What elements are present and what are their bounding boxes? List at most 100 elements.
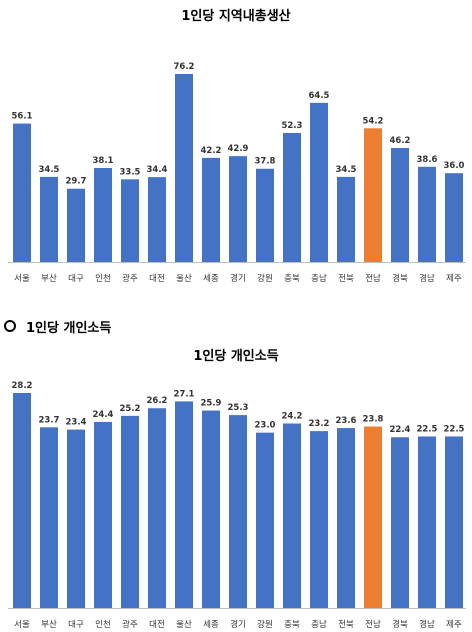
bar [445, 173, 463, 262]
data-label: 34.4 [147, 165, 168, 175]
data-label: 24.4 [93, 410, 114, 420]
data-label: 25.2 [120, 404, 141, 414]
bar [148, 177, 166, 262]
x-tick-label: 전북 [338, 619, 354, 630]
data-label: 23.6 [336, 416, 357, 426]
x-tick-label: 제주 [446, 274, 462, 284]
bar [148, 408, 166, 608]
x-tick-label: 부산 [41, 273, 57, 284]
x-tick-label: 충북 [284, 274, 300, 284]
x-tick-label: 충북 [284, 620, 300, 630]
x-tick-label: 세종 [203, 620, 219, 630]
bar [202, 157, 220, 262]
x-tick-label: 충남 [311, 620, 327, 630]
data-label: 38.6 [417, 155, 438, 165]
bar [283, 423, 301, 608]
data-label: 23.0 [255, 421, 276, 431]
bar [337, 428, 355, 608]
data-label: 22.4 [390, 425, 411, 435]
data-label: 34.5 [336, 165, 357, 175]
bar [67, 429, 85, 608]
data-label: 52.3 [282, 121, 303, 131]
x-tick-label: 경기 [230, 619, 246, 630]
x-tick-label: 서울 [14, 274, 30, 284]
bar [40, 427, 58, 608]
bar [202, 410, 220, 608]
bar [445, 436, 463, 608]
data-label: 23.7 [39, 415, 60, 425]
section-header: 1인당 개인소득 [4, 316, 111, 336]
x-tick-label: 강원 [257, 273, 273, 284]
data-label: 25.9 [201, 399, 222, 409]
x-tick-label: 전남 [365, 619, 381, 630]
x-tick-label: 경북 [392, 273, 408, 284]
bar [391, 437, 409, 608]
data-label: 27.1 [174, 389, 195, 399]
data-label: 56.1 [12, 112, 33, 122]
x-tick-label: 경북 [392, 619, 408, 630]
chart-title: 1인당 개인소득 [193, 348, 278, 364]
bar [283, 132, 301, 262]
x-tick-label: 광주 [122, 273, 138, 284]
bar [256, 432, 274, 608]
data-label: 46.2 [390, 136, 411, 146]
data-label: 29.7 [66, 177, 87, 187]
data-label: 42.9 [228, 144, 249, 154]
plot-area: 56.1 서울 34.5 부산 29.7 대구 38.1 인천 33.5 광주 34.4 대전 76.2… [8, 62, 466, 284]
x-tick-label: 세종 [203, 274, 219, 284]
data-label: 23.2 [309, 419, 330, 429]
data-label: 23.8 [363, 415, 384, 425]
data-label: 23.4 [66, 418, 87, 428]
x-tick-label: 인천 [95, 273, 111, 284]
x-tick-label: 대전 [149, 273, 165, 284]
x-tick-label: 울산 [176, 619, 192, 630]
bar [175, 401, 193, 608]
data-label: 24.2 [282, 411, 303, 421]
bar [310, 102, 328, 262]
x-tick-label: 경남 [419, 273, 435, 284]
bar [67, 188, 85, 262]
x-tick-label: 부산 [41, 619, 57, 630]
x-tick-label: 대전 [149, 619, 165, 630]
bar [121, 179, 139, 262]
x-tick-label: 충남 [311, 274, 327, 284]
data-label: 42.2 [201, 146, 222, 156]
x-tick-label: 경기 [230, 273, 246, 284]
bar [391, 148, 409, 262]
x-tick-label: 대구 [68, 274, 84, 284]
data-label: 54.2 [363, 116, 384, 126]
bar [13, 123, 31, 263]
bar [175, 74, 193, 262]
x-tick-label: 제주 [446, 620, 462, 630]
bar [94, 168, 112, 262]
bar [229, 415, 247, 608]
bar [310, 431, 328, 608]
x-tick-label: 서울 [14, 620, 30, 630]
data-label: 38.1 [93, 156, 114, 166]
data-label: 22.5 [417, 424, 438, 434]
section-title: 1인당 개인소득 [26, 320, 112, 336]
personal-income-per-capita-chart: 1인당 개인소득 28.2 서울 23.7 부산 23.4 대구 24.4 인천 25.2 광주 2… [8, 348, 466, 630]
x-tick-label: 강원 [257, 619, 273, 630]
bar [364, 426, 382, 608]
data-label: 28.2 [12, 381, 33, 391]
bar [94, 421, 112, 608]
data-label: 76.2 [174, 62, 195, 72]
x-tick-label: 전북 [338, 273, 354, 284]
bar [121, 415, 139, 608]
data-label: 37.8 [255, 157, 276, 167]
bar [418, 436, 436, 608]
x-tick-label: 전남 [365, 273, 381, 284]
bar [364, 128, 382, 262]
plot-area: 28.2 서울 23.7 부산 23.4 대구 24.4 인천 25.2 광주 26.2 대전 27.1… [8, 381, 466, 630]
x-tick-label: 광주 [122, 619, 138, 630]
hollow-circle-bullet-icon [4, 320, 16, 332]
data-label: 64.5 [309, 91, 330, 101]
grdp-per-capita-chart: 1인당 지역내총생산 56.1 서울 34.5 부산 29.7 대구 38.1 인천 33.5 광… [8, 8, 466, 284]
x-tick-label: 인천 [95, 619, 111, 630]
bar [418, 166, 436, 262]
bar [256, 168, 274, 262]
data-label: 22.5 [444, 424, 465, 434]
x-tick-label: 대구 [68, 620, 84, 630]
x-tick-label: 울산 [176, 273, 192, 284]
